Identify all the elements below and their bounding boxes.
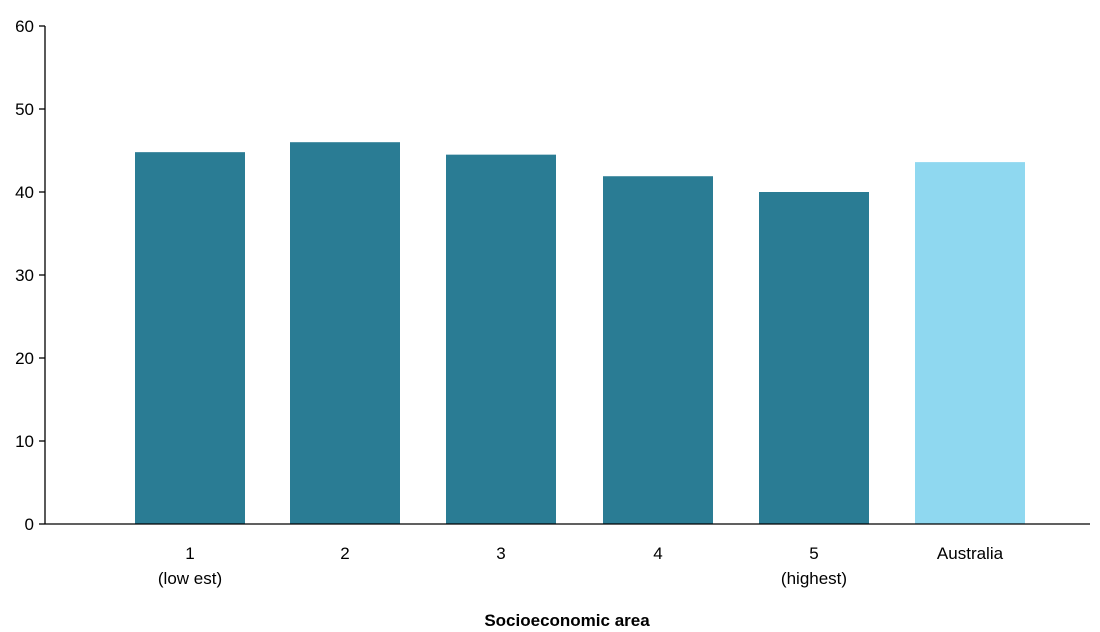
y-tick-label: 20 [15,349,34,368]
bars [135,142,1025,525]
y-axis: 0 10 20 30 40 50 60 [15,17,46,534]
y-tick-label: 10 [15,432,34,451]
x-axis-title: Socioeconomic area [484,611,650,630]
x-tick-label: (highest) [781,569,847,588]
x-tick-label: 3 [496,544,505,563]
x-tick-label: 5 [809,544,818,563]
bar [915,162,1025,524]
y-tick-label: 30 [15,266,34,285]
y-tick-label: 50 [15,100,34,119]
y-tick-label: 0 [25,515,34,534]
x-tick-label: 4 [653,544,662,563]
bar [135,152,245,524]
x-tick-label: 1 [185,544,194,563]
bar [759,192,869,524]
bar [446,154,556,524]
x-axis: 1 (low est) 2 3 4 5 (highest) Australia [45,523,1090,588]
y-tick-label: 60 [15,17,34,36]
x-tick-label: Australia [937,544,1004,563]
bar [603,176,713,525]
y-tick-label: 40 [15,183,34,202]
bar [290,142,400,524]
x-tick-label: (low est) [158,569,222,588]
x-tick-label: 2 [340,544,349,563]
